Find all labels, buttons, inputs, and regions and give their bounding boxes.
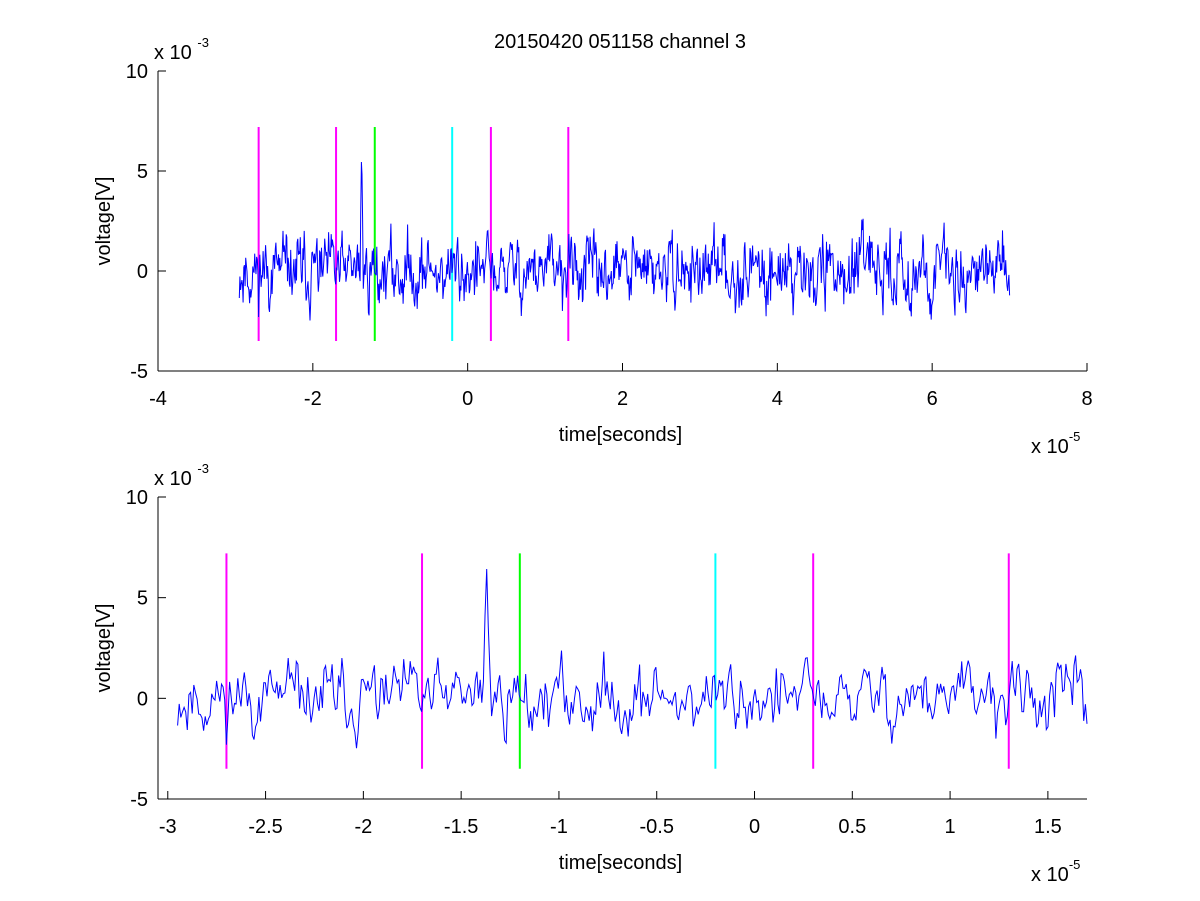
y-tick-label: 0 [137,688,148,710]
x-tick-label: -0.5 [639,816,673,838]
y-tick-label: 5 [137,588,148,610]
y-multiplier-exponent: -3 [197,35,209,50]
y-tick-label: -5 [130,789,148,811]
x-tick-label: 1.5 [1034,816,1062,838]
x-axis-label: time[seconds] [559,424,682,446]
x-multiplier-exponent: -5 [1069,857,1081,872]
y-tick-label: 0 [137,261,148,283]
x-tick-label: -1 [550,816,568,838]
x-tick-label: -2.5 [248,816,282,838]
x-tick-label: -3 [159,816,177,838]
x-tick-label: 0 [749,816,760,838]
y-axis-label: voltage[V] [93,604,115,693]
x-tick-label: 4 [772,388,783,410]
x-multiplier-exponent: -5 [1069,429,1081,444]
y-tick-label: 5 [137,161,148,183]
x-tick-label: 1 [945,816,956,838]
x-tick-label: 2 [617,388,628,410]
x-tick-label: 0.5 [838,816,866,838]
x-tick-label: 8 [1081,388,1092,410]
x-axis-label: time[seconds] [559,852,682,874]
x-tick-label: -2 [304,388,322,410]
voltage-trace [238,161,1011,321]
x-tick-label: -2 [354,816,372,838]
voltage-trace [177,568,1088,749]
x-tick-label: 0 [462,388,473,410]
y-tick-label: 10 [126,487,148,509]
figure-title: 20150420 051158 channel 3 [494,31,746,53]
x-tick-label: -1.5 [444,816,478,838]
x-tick-label: 6 [927,388,938,410]
x-tick-label: -4 [149,388,167,410]
y-tick-label: 10 [126,61,148,83]
y-axis-label: voltage[V] [93,177,115,266]
top-plot-panel: -4 -2 0 2 4 6 8-50510time[seconds]voltage[V]x … [93,35,1093,458]
y-multiplier-exponent: -3 [197,461,209,476]
y-tick-label: -5 [130,361,148,383]
